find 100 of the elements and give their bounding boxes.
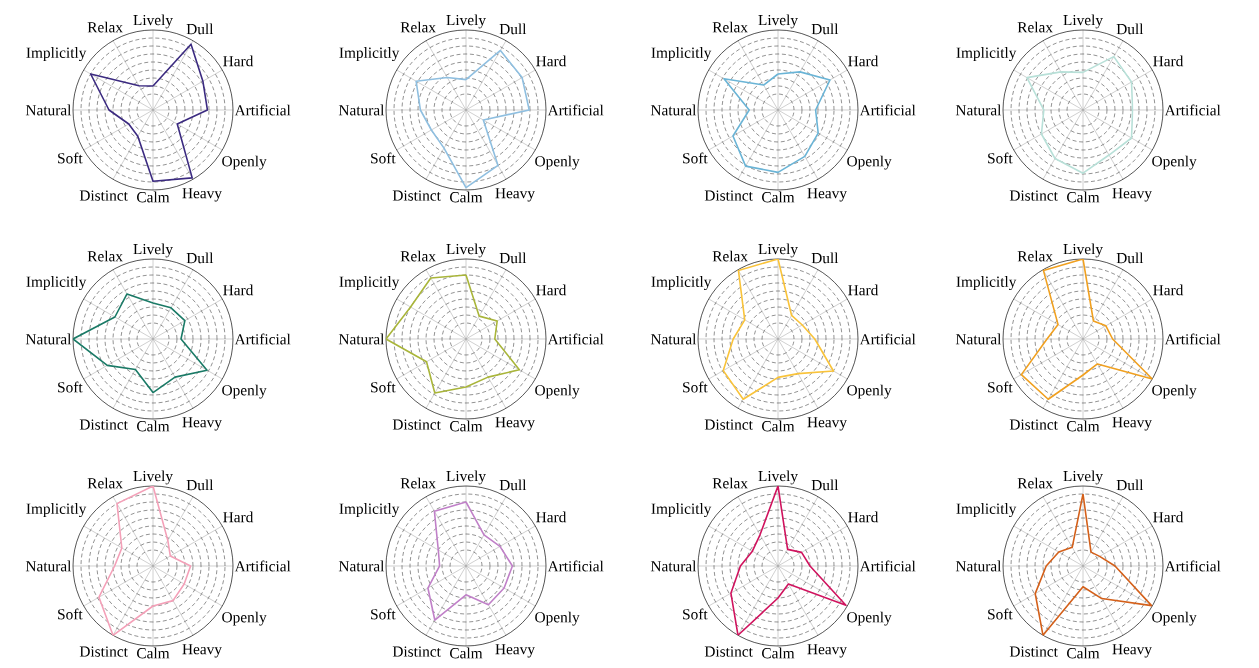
spoke-label: Hard: [848, 511, 879, 523]
spoke-label: Calm: [1067, 191, 1100, 203]
spoke-label: Artificial: [1164, 104, 1221, 116]
spoke-label: Dull: [811, 23, 839, 35]
spoke-label: Lively: [133, 470, 173, 485]
spoke-label: Lively: [133, 14, 173, 29]
spoke-label: Heavy: [807, 417, 847, 431]
spoke-label: Hard: [536, 284, 567, 296]
spoke-label: Implicitly: [956, 276, 1017, 291]
spoke-label: Implicitly: [956, 47, 1017, 62]
spoke-label: Relax: [87, 21, 123, 33]
spoke-label: Soft: [683, 381, 708, 393]
spoke-label: Lively: [446, 470, 486, 485]
spoke-label: Natural: [338, 104, 385, 116]
spoke-label: Soft: [988, 608, 1013, 620]
spoke-label: Distinct: [704, 419, 753, 430]
spoke-label: Artificial: [234, 104, 291, 116]
spoke-label: Heavy: [807, 188, 847, 202]
spoke-label: Dull: [499, 479, 527, 491]
spoke-label: Calm: [762, 420, 795, 432]
spoke-label: Implicitly: [339, 276, 400, 291]
spoke-label: Relax: [87, 477, 123, 489]
spoke-label: Dull: [811, 479, 839, 491]
spoke-label: Lively: [133, 243, 173, 258]
spoke-label: Openly: [1152, 611, 1197, 626]
spoke-label: Heavy: [1112, 644, 1152, 658]
spoke-label: Calm: [762, 647, 795, 659]
spoke-label: Openly: [535, 384, 580, 399]
spoke-label: Relax: [712, 477, 748, 489]
spoke-label: Calm: [137, 420, 170, 432]
spoke-label: Openly: [222, 611, 267, 626]
spoke-label: Calm: [137, 191, 170, 203]
spoke-label: Dull: [186, 479, 214, 491]
spoke-label: Calm: [1067, 647, 1100, 659]
spoke-label: Relax: [1017, 477, 1053, 489]
spoke-label: Natural: [338, 333, 385, 345]
spoke-label: Implicitly: [339, 47, 400, 62]
spoke-label: Lively: [758, 14, 798, 29]
spoke-label: Lively: [1063, 14, 1103, 29]
spoke-label: Artificial: [234, 333, 291, 345]
spoke-label: Artificial: [859, 560, 916, 572]
spoke-label: Lively: [758, 470, 798, 485]
spoke-label: Natural: [25, 333, 72, 345]
spoke-label: Artificial: [547, 104, 604, 116]
spoke-label: Hard: [848, 284, 879, 296]
spoke-label: Heavy: [1112, 188, 1152, 202]
spoke-label: Calm: [450, 191, 483, 203]
spoke-label: Artificial: [234, 560, 291, 572]
spoke-label: Soft: [683, 608, 708, 620]
spoke-label: Distinct: [704, 190, 753, 201]
spoke-label: Natural: [25, 560, 72, 572]
spoke-label: Dull: [186, 23, 214, 35]
spoke-label: Dull: [1116, 479, 1144, 491]
spoke-label: Distinct: [1009, 419, 1058, 430]
spoke-label: Heavy: [182, 417, 222, 431]
spoke-label: Dull: [186, 252, 214, 264]
spoke-label: Implicitly: [956, 503, 1017, 518]
spoke-label: Calm: [762, 191, 795, 203]
spoke-label: Soft: [371, 152, 396, 164]
spoke-label: Relax: [400, 21, 436, 33]
spoke-label: Distinct: [79, 646, 128, 657]
spoke-label: Soft: [58, 608, 83, 620]
spoke-label: Lively: [1063, 243, 1103, 258]
spoke-label: Hard: [223, 55, 254, 67]
spoke-label: Distinct: [79, 190, 128, 201]
spoke-label: Natural: [955, 560, 1002, 572]
spoke-label: Calm: [137, 647, 170, 659]
spoke-label: Implicitly: [651, 503, 712, 518]
spoke-label: Natural: [650, 104, 697, 116]
spoke-label: Relax: [1017, 21, 1053, 33]
spoke-label: Dull: [811, 252, 839, 264]
spoke-label: Hard: [223, 511, 254, 523]
spoke-label: Heavy: [182, 644, 222, 658]
spoke-label: Lively: [446, 14, 486, 29]
spoke-label: Soft: [988, 152, 1013, 164]
spoke-label: Natural: [650, 560, 697, 572]
spoke-label: Soft: [371, 381, 396, 393]
spoke-label: Dull: [499, 252, 527, 264]
spoke-label: Lively: [758, 243, 798, 258]
spoke-label: Hard: [1153, 55, 1184, 67]
spoke-label: Relax: [87, 250, 123, 262]
spoke-label: Artificial: [547, 333, 604, 345]
spoke-label: Openly: [535, 155, 580, 170]
spoke-label: Hard: [848, 55, 879, 67]
spoke-label: Openly: [847, 384, 892, 399]
spoke-label: Distinct: [79, 419, 128, 430]
spoke-label: Dull: [499, 23, 527, 35]
spoke-label: Soft: [988, 381, 1013, 393]
spoke-label: Soft: [683, 152, 708, 164]
spoke-label: Natural: [25, 104, 72, 116]
spoke-label: Lively: [1063, 470, 1103, 485]
spoke-label: Heavy: [495, 417, 535, 431]
spoke-label: Implicitly: [26, 47, 87, 62]
spoke-label: Soft: [371, 608, 396, 620]
spoke-label: Natural: [955, 104, 1002, 116]
spoke-label: Heavy: [807, 644, 847, 658]
spoke-label: Hard: [1153, 284, 1184, 296]
spoke-label: Natural: [650, 333, 697, 345]
spoke-label: Openly: [222, 384, 267, 399]
spoke-label: Calm: [450, 420, 483, 432]
